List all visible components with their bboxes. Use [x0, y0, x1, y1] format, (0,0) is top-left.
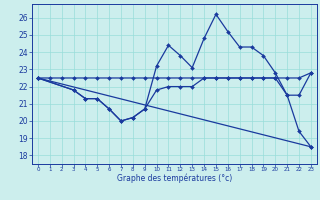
X-axis label: Graphe des températures (°c): Graphe des températures (°c) [117, 174, 232, 183]
